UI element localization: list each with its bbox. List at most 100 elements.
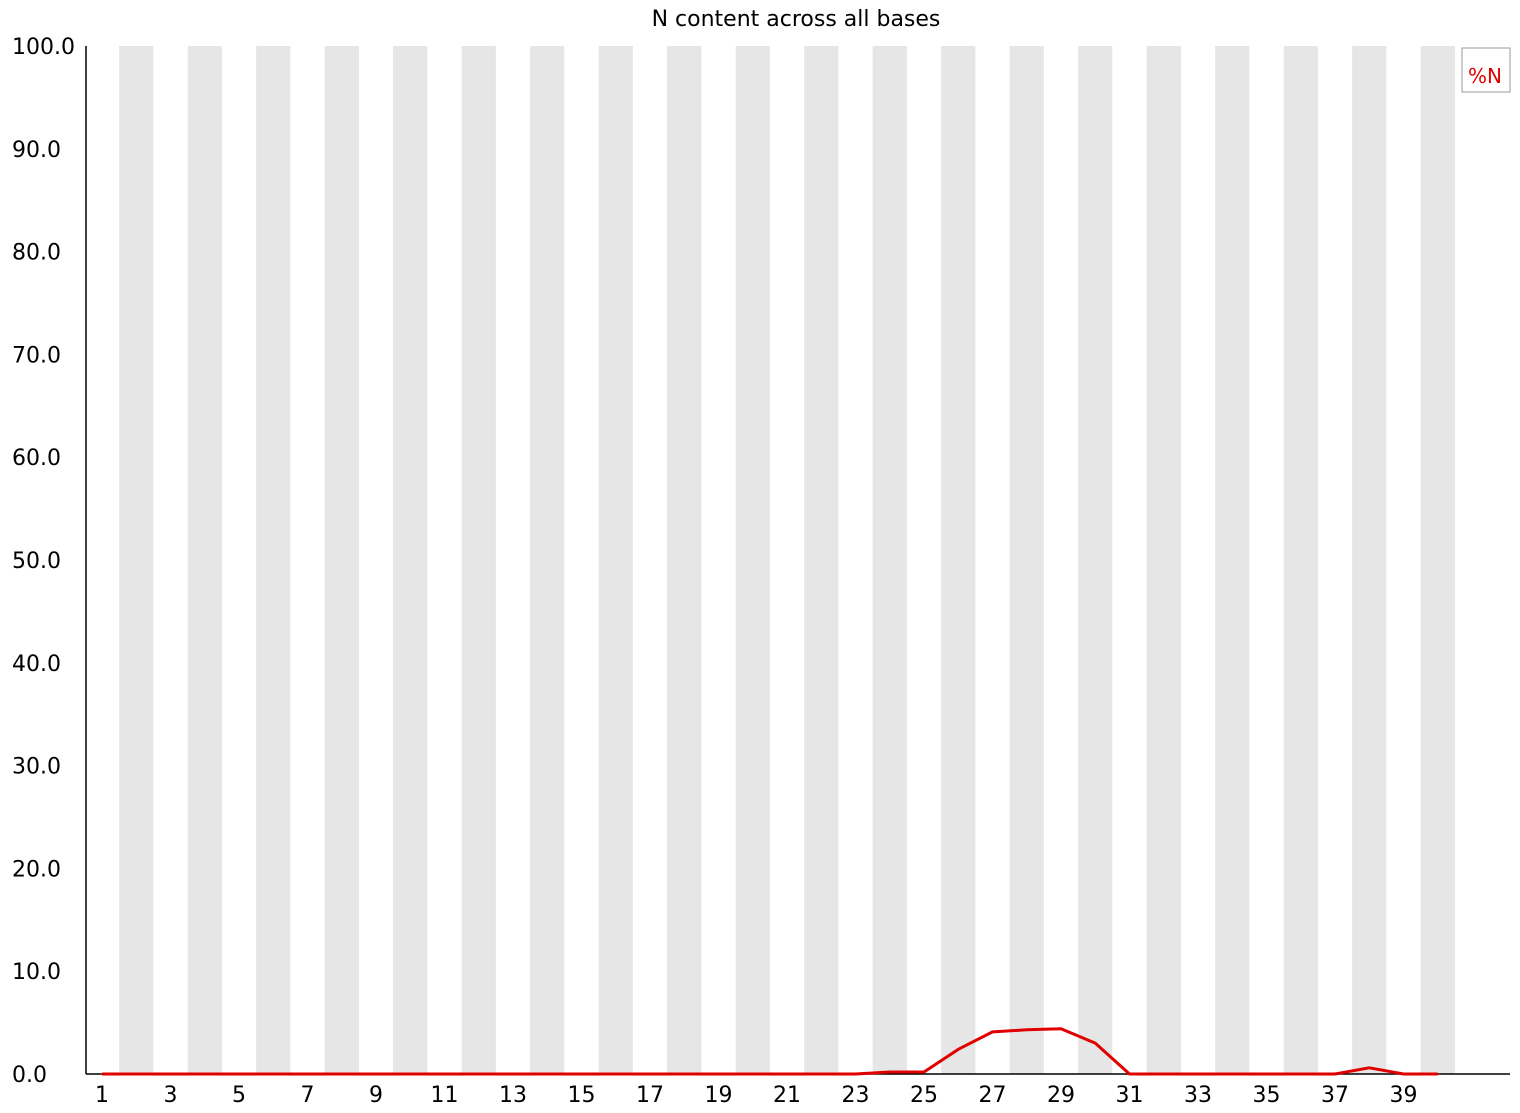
y-tick-label: 10.0 bbox=[12, 960, 61, 985]
band-22 bbox=[804, 46, 839, 1074]
x-tick-label: 37 bbox=[1321, 1083, 1349, 1108]
data-point bbox=[546, 1073, 549, 1075]
x-tick-label: 15 bbox=[568, 1083, 596, 1108]
y-tick-label: 30.0 bbox=[12, 755, 61, 780]
band-38 bbox=[1352, 46, 1387, 1074]
x-tick-label: 27 bbox=[979, 1083, 1007, 1108]
data-point bbox=[614, 1073, 617, 1075]
band-10 bbox=[393, 46, 428, 1074]
data-point bbox=[580, 1073, 583, 1075]
data-point bbox=[477, 1073, 480, 1075]
band-28 bbox=[1009, 46, 1044, 1074]
y-tick-label: 60.0 bbox=[12, 446, 61, 471]
data-point bbox=[1231, 1073, 1234, 1075]
band-2 bbox=[119, 46, 154, 1074]
data-point bbox=[1368, 1067, 1371, 1069]
y-tick-label: 100.0 bbox=[12, 35, 75, 60]
x-tick-label: 7 bbox=[301, 1083, 315, 1108]
data-point bbox=[683, 1073, 686, 1075]
data-point bbox=[1025, 1028, 1028, 1031]
background-bands bbox=[119, 46, 1455, 1074]
data-point bbox=[854, 1073, 857, 1075]
data-point bbox=[923, 1071, 925, 1073]
x-tick-label: 9 bbox=[369, 1083, 383, 1108]
x-tick-label: 31 bbox=[1116, 1083, 1144, 1108]
data-point bbox=[820, 1073, 823, 1075]
data-point bbox=[375, 1073, 377, 1075]
data-point bbox=[751, 1073, 754, 1075]
y-tick-label: 40.0 bbox=[12, 652, 61, 677]
band-40 bbox=[1420, 46, 1455, 1074]
x-tick-label: 21 bbox=[773, 1083, 801, 1108]
band-4 bbox=[187, 46, 222, 1074]
band-26 bbox=[941, 46, 976, 1074]
x-tick-label: 33 bbox=[1184, 1083, 1212, 1108]
x-tick-label: 39 bbox=[1390, 1083, 1418, 1108]
band-18 bbox=[667, 46, 702, 1074]
data-point bbox=[135, 1073, 138, 1075]
y-tick-label: 50.0 bbox=[12, 549, 61, 574]
data-point bbox=[1265, 1073, 1268, 1075]
band-14 bbox=[530, 46, 565, 1074]
data-point bbox=[409, 1073, 412, 1075]
band-30 bbox=[1078, 46, 1113, 1074]
data-point bbox=[306, 1073, 309, 1075]
y-tick-label: 90.0 bbox=[12, 138, 61, 163]
band-20 bbox=[735, 46, 770, 1074]
series-line-pct-n bbox=[102, 1027, 1438, 1076]
data-point bbox=[1128, 1073, 1131, 1075]
data-point bbox=[272, 1073, 275, 1075]
data-point bbox=[1402, 1073, 1405, 1075]
x-tick-label: 13 bbox=[499, 1083, 527, 1108]
data-point bbox=[101, 1073, 103, 1075]
x-tick-label: 25 bbox=[910, 1083, 938, 1108]
data-point bbox=[1436, 1073, 1439, 1075]
band-6 bbox=[256, 46, 291, 1074]
legend: %N bbox=[1461, 47, 1511, 93]
x-tick-label: 35 bbox=[1253, 1083, 1281, 1108]
x-tick-label: 23 bbox=[842, 1083, 870, 1108]
data-point bbox=[238, 1073, 240, 1075]
band-34 bbox=[1215, 46, 1250, 1074]
data-point bbox=[1334, 1073, 1336, 1075]
x-tick-label: 3 bbox=[164, 1083, 178, 1108]
band-24 bbox=[872, 46, 907, 1074]
band-8 bbox=[324, 46, 359, 1074]
data-point bbox=[203, 1073, 206, 1075]
x-axis-ticks: 1 3 5 7 9 11 13 15 17 19 21 23 25 27 29 31 33 35 37 39 bbox=[95, 1083, 1418, 1108]
band-36 bbox=[1283, 46, 1318, 1074]
data-point bbox=[991, 1031, 994, 1033]
data-point bbox=[512, 1073, 514, 1075]
data-point bbox=[443, 1073, 446, 1075]
x-tick-label: 17 bbox=[636, 1083, 664, 1108]
y-axis-ticks: 0.0 10.0 20.0 30.0 40.0 50.0 60.0 70.0 80.0 90.0 1… bbox=[12, 35, 75, 1088]
data-point bbox=[957, 1048, 960, 1051]
y-tick-label: 80.0 bbox=[12, 241, 61, 266]
x-tick-label: 11 bbox=[431, 1083, 459, 1108]
data-point bbox=[1197, 1073, 1199, 1075]
x-tick-label: 19 bbox=[705, 1083, 733, 1108]
data-point bbox=[717, 1073, 720, 1075]
legend-box bbox=[1461, 47, 1511, 93]
x-tick-label: 5 bbox=[232, 1083, 246, 1108]
data-point bbox=[786, 1073, 788, 1075]
legend-label-pct-n: %N bbox=[1468, 64, 1502, 88]
data-point bbox=[1162, 1073, 1165, 1075]
data-point bbox=[1094, 1042, 1097, 1044]
chart-title: N content across all bases bbox=[652, 7, 941, 32]
data-point bbox=[649, 1073, 651, 1075]
band-16 bbox=[598, 46, 633, 1074]
x-tick-label: 29 bbox=[1047, 1083, 1075, 1108]
data-point bbox=[340, 1073, 343, 1075]
band-32 bbox=[1146, 46, 1181, 1074]
y-tick-label: 70.0 bbox=[12, 343, 61, 368]
data-point bbox=[169, 1073, 172, 1075]
band-12 bbox=[461, 46, 496, 1074]
series-layer bbox=[101, 1027, 1439, 1076]
data-point bbox=[1299, 1073, 1302, 1075]
y-tick-label: 0.0 bbox=[12, 1063, 47, 1088]
x-tick-label: 1 bbox=[95, 1083, 109, 1108]
y-tick-label: 20.0 bbox=[12, 857, 61, 882]
